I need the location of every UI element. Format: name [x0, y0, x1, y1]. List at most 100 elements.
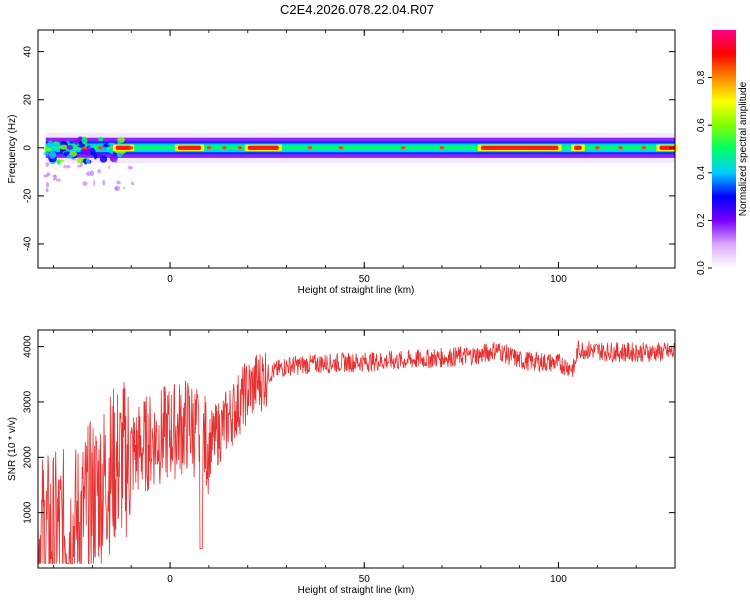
- spectrogram-xlabel: Height of straight line (km): [298, 285, 415, 296]
- hot-segment: [177, 145, 202, 150]
- colorbar-tick-label: 0.8: [696, 70, 707, 84]
- spectrogram-ytick-label: -40: [23, 236, 34, 251]
- spectral-speck: [80, 161, 83, 168]
- colorbar-tick-label: 0.0: [696, 261, 707, 275]
- spectral-speck: [63, 164, 66, 169]
- snr-ytick-label: 3000: [23, 390, 34, 413]
- spectrogram-xtick-label: 0: [167, 274, 173, 285]
- hot-segment: [247, 145, 279, 150]
- spectrogram-xtick-label: 50: [359, 274, 371, 285]
- colorbar-ticks: 0.0 0.2 0.4 0.6 0.8: [696, 70, 712, 275]
- band-hotspot: [641, 146, 647, 150]
- band-hotspot: [82, 146, 87, 150]
- spectral-blob: [56, 159, 61, 165]
- spectrogram-xtick-label: 100: [550, 274, 567, 285]
- band-hotspot: [338, 146, 344, 150]
- spectral-speck: [58, 178, 61, 182]
- spectrogram-ytick-label: 40: [23, 46, 34, 58]
- snr-xlabel: Height of straight line (km): [298, 585, 415, 596]
- colorbar: 0.0 0.2 0.4 0.6 0.8 Normalized spectral ampl…: [696, 30, 749, 275]
- spectrogram-ytick-label: -20: [23, 188, 34, 203]
- band-hotspot: [307, 146, 313, 150]
- snr-ytick-label: 2000: [23, 446, 34, 469]
- spectral-speck: [45, 181, 50, 188]
- spectrogram-panel: 0 50 100 -40 -20 0 20 40 Height of straight lin…: [7, 29, 678, 296]
- spectral-blob: [49, 150, 57, 159]
- spectral-speck: [130, 181, 135, 186]
- spectral-speck: [116, 180, 121, 185]
- band-hotspot: [97, 146, 103, 150]
- snr-xtick-label: 0: [167, 574, 173, 585]
- spectral-speck: [82, 181, 88, 186]
- snr-frame: [37, 329, 676, 569]
- spectral-speck: [122, 186, 126, 189]
- spectral-speck: [71, 157, 76, 161]
- spectral-blob: [43, 151, 50, 156]
- snr-xtick-label: 100: [550, 574, 567, 585]
- spectral-speck: [93, 180, 96, 186]
- spectral-speck: [102, 179, 106, 186]
- spectral-speck: [87, 159, 90, 164]
- spectral-speck: [97, 168, 101, 174]
- colorbar-label: Normalized spectral amplitude: [738, 81, 749, 216]
- band-hotspot: [129, 146, 134, 150]
- snr-ytick-label: 4000: [23, 335, 34, 358]
- spectral-blob: [73, 139, 80, 145]
- spectral-speck: [45, 188, 49, 193]
- spectral-blob: [81, 136, 88, 145]
- spectral-blob: [117, 140, 122, 145]
- spectral-speck: [85, 171, 92, 177]
- snr-ytick-label: 1000: [23, 501, 34, 524]
- band-hotspot: [595, 146, 600, 150]
- spectral-speck: [65, 164, 71, 169]
- spectral-speck: [113, 160, 118, 163]
- spectrogram-ytick-label: 0: [23, 145, 34, 151]
- snr-xtick-label: 50: [359, 574, 371, 585]
- spectral-blob: [80, 149, 87, 153]
- spectral-speck: [56, 178, 59, 182]
- hot-segment: [659, 145, 675, 150]
- snr-panel: 0 50 100 1000 2000 3000 4000 Height of straigh…: [7, 329, 676, 596]
- spectral-blob: [43, 147, 52, 152]
- spectrogram-ticks: 0 50 100 -40 -20 0 20 40: [23, 30, 676, 285]
- spectral-blob: [89, 144, 94, 148]
- spectral-blob: [59, 144, 68, 150]
- figure-title: C2E4.2026.078.22.04.R07: [280, 2, 434, 17]
- spectrogram-frame: [37, 29, 676, 269]
- colorbar-tick-label: 0.4: [696, 165, 707, 179]
- spectral-speck: [127, 165, 133, 170]
- colorbar-tick-label: 0.2: [696, 213, 707, 227]
- spectral-blob: [51, 142, 61, 148]
- hot-segment: [574, 145, 582, 150]
- spectral-band: [43, 132, 678, 193]
- spectral-speck: [114, 185, 121, 191]
- band-hotspot: [222, 146, 227, 150]
- spectral-speck: [52, 174, 57, 178]
- colorbar-tick-label: 0.6: [696, 118, 707, 132]
- band-hotspot: [618, 146, 623, 150]
- spectral-blob: [109, 154, 118, 163]
- spectral-blob: [99, 155, 108, 163]
- band-green: [45, 145, 675, 151]
- hot-segment: [115, 145, 132, 150]
- spectrogram-ylabel: Frequency (Hz): [7, 115, 18, 184]
- spectral-blob: [66, 154, 73, 159]
- snr-ticks: 0 50 100 1000 2000 3000 4000: [23, 330, 676, 585]
- spectral-speck: [77, 164, 82, 168]
- snr-ylabel: SNR (10 * v/v): [7, 417, 18, 481]
- hot-segment: [480, 145, 559, 150]
- spectral-speck: [108, 165, 111, 169]
- spectral-speck: [46, 172, 51, 177]
- colorbar-gradient: [712, 30, 736, 268]
- spectral-blob: [98, 136, 104, 142]
- spectral-blob: [47, 140, 54, 149]
- spectrogram-ytick-label: 20: [23, 94, 34, 106]
- band-hotspot: [206, 146, 212, 150]
- spectral-blob: [66, 144, 74, 150]
- band-hotspot: [439, 146, 445, 150]
- spectral-speck: [45, 162, 50, 168]
- band-hotspot: [400, 146, 406, 150]
- band-hotspot: [237, 146, 243, 150]
